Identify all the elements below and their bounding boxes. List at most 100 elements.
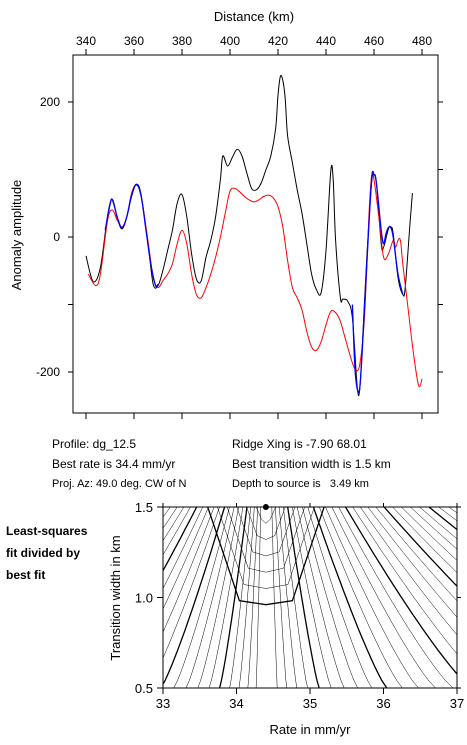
contour-line [312,507,388,688]
contour-line [367,507,457,618]
contour-line [0,507,156,688]
y-tick-label: 200 [40,95,60,109]
ridge-crossing-label: Ridge Xing is -7.90 68.01 [232,437,367,451]
x-tick-label: 400 [220,34,240,48]
contour-line [163,507,215,633]
contour-line [287,507,320,688]
x-tick-label: 380 [172,34,192,48]
best-rate-label: Best rate is 34.4 mm/yr [52,457,176,471]
x-tick-label: 460 [364,34,384,48]
contour-line [173,507,230,688]
contour-line [319,507,403,688]
contour-line [275,507,287,688]
width-tick-label: 1.0 [135,591,153,606]
contour-line [208,507,244,688]
anomaly-profile-chart: Distance (km) Anomaly amplitude 340 360 38… [9,9,443,419]
y-axis-label: Anomaly amplitude [9,180,24,291]
contour-line [0,507,70,688]
contour-line [392,507,457,574]
side-note-line: best fit [6,568,46,582]
contour-line [375,507,457,602]
contour-line [197,507,239,688]
contour-line [0,507,89,688]
contour-line [238,507,255,688]
contour-line [271,507,278,688]
contour-line [352,507,457,655]
contour-line [344,507,457,675]
rate-tick-label: 34 [229,696,243,711]
x-tick-label: 480 [412,34,432,48]
contour-line [410,507,457,550]
contour-axis-ticks: 33 34 35 36 37 0.5 1.0 1.5 [135,500,464,711]
contour-line [163,507,226,686]
contour-line [307,507,373,688]
contour-line [163,507,191,556]
y-tick-label: -200 [36,365,60,379]
width-axis-label: Transition width in km [108,535,123,660]
contour-lines [0,507,457,688]
contour-line [236,507,296,557]
contour-line [419,507,457,540]
contour-line [0,507,40,688]
contour-line [401,507,457,561]
contour-line [438,507,457,522]
series-line-blue [351,170,404,394]
contour-line [163,507,178,529]
best-fit-marker [262,504,269,510]
rate-tick-label: 36 [376,696,390,711]
contour-line [185,507,235,688]
contour-line [283,507,308,688]
side-note: Least-squares fit divided by best fit [6,520,87,586]
profile-label: Profile: dg_12.5 [52,437,137,451]
contour-line [247,507,258,688]
projection-azimuth-label: Proj. Az: 49.0 deg. CW of N [52,478,187,490]
contour-line [255,507,276,524]
x-tick-label: 440 [316,34,336,48]
contour-line [0,507,98,688]
contour-line [217,507,315,589]
rate-tick-label: 33 [156,696,170,711]
contour-line [207,507,325,606]
contour-line [292,507,332,688]
contour-line [325,507,419,688]
contour-line [0,507,107,688]
contour-line [163,507,220,659]
contour-frame [162,506,458,689]
best-transition-width-label: Best transition width is 1.5 km [232,457,391,471]
rate-tick-label: 37 [450,696,464,711]
contour-line [218,507,248,688]
contour-line [163,507,209,610]
x-tick-label: 360 [124,34,144,48]
top-x-axis-label: Distance (km) [214,9,294,24]
contour-line [359,507,457,636]
contour-line [302,507,358,688]
contour-line [163,507,203,590]
contour-line [0,507,148,688]
plot-frame [72,54,439,414]
width-tick-label: 0.5 [135,681,153,696]
contour-line [0,507,124,688]
rate-tick-label: 35 [303,696,317,711]
y-tick-label: 0 [53,230,60,244]
rate-axis-label: Rate in mm/yr [270,722,352,737]
series-group [85,74,423,397]
axis-ticks: 340 360 380 400 420 440 460 480 200 0 -200 [36,34,443,419]
contour-line [246,507,286,540]
contour-line [296,507,345,688]
series-line-blue [104,183,159,288]
contour-line [0,507,50,688]
x-tick-label: 420 [268,34,288,48]
contour-line [428,507,457,531]
width-tick-label: 1.5 [135,500,153,515]
contour-line [383,507,457,588]
contour-line [0,507,116,688]
contour-line [331,507,436,688]
depth-to-source-label: Depth to source is 3.49 km [232,478,369,490]
side-note-line: Least-squares [6,524,88,538]
x-tick-label: 340 [76,34,96,48]
contour-line [163,507,185,542]
contour-line [0,507,60,688]
contour-line [0,507,79,688]
contour-line [338,507,454,688]
